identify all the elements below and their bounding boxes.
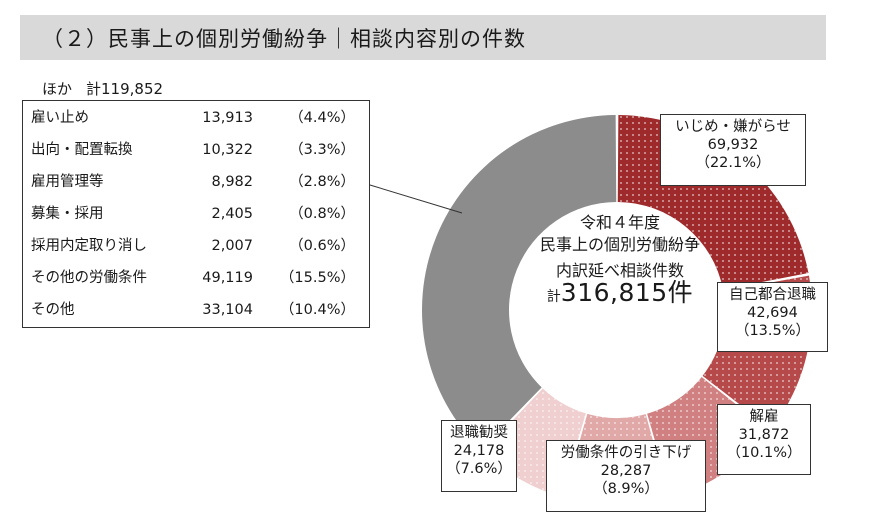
- slice-label: 労働条件の引き下げ 28,287 （8.9%）: [546, 440, 706, 512]
- slice-label-name: 労働条件の引き下げ: [560, 445, 692, 461]
- row-value: 33,104: [202, 302, 253, 318]
- table-row: 雇用管理等 8,982 （2.8%）: [23, 166, 369, 198]
- table-row: 出向・配置転換 10,322 （3.3%）: [23, 134, 369, 166]
- slice-label-name: いじめ・嫌がらせ: [675, 119, 791, 135]
- row-percent: （3.3%）: [289, 142, 355, 158]
- row-name: 雇い止め: [31, 110, 89, 126]
- slice-label-percent: （22.1%）: [695, 155, 771, 171]
- center-total-value: 316,815件: [560, 278, 694, 307]
- slice-label-value: 28,287: [600, 463, 652, 479]
- page-title-bar: （２）民事上の個別労働紛争｜相談内容別の件数: [20, 15, 826, 60]
- row-name: 雇用管理等: [31, 174, 104, 190]
- row-value: 2,007: [211, 238, 253, 254]
- row-percent: （0.8%）: [289, 206, 355, 222]
- page-title: （２）民事上の個別労働紛争｜相談内容別の件数: [42, 26, 526, 51]
- slice-label-value: 42,694: [747, 305, 798, 321]
- slice-label: 自己都合退職 42,694 （13.5%）: [717, 282, 828, 352]
- table-row: 採用内定取り消し 2,007 （0.6%）: [23, 230, 369, 262]
- row-percent: （4.4%）: [289, 110, 355, 126]
- slice-label-value: 31,872: [738, 427, 790, 443]
- row-value: 10,322: [202, 142, 253, 158]
- table-row: その他 33,104 （10.4%）: [23, 294, 369, 326]
- slice-label-percent: （8.9%）: [593, 481, 659, 497]
- row-value: 2,405: [211, 206, 253, 222]
- other-caption: ほか 計119,852: [42, 78, 163, 99]
- table-row: 募集・採用 2,405 （0.8%）: [23, 198, 369, 230]
- row-name: その他の労働条件: [31, 270, 147, 286]
- slice-label-percent: （7.6%）: [446, 461, 512, 477]
- table-row: 雇い止め 13,913 （4.4%）: [23, 102, 369, 134]
- center-subject: 民事上の個別労働紛争: [539, 235, 700, 254]
- center-total-prefix: 計: [546, 289, 561, 305]
- row-name: 出向・配置転換: [31, 142, 133, 158]
- row-percent: （15.5%）: [279, 270, 355, 286]
- row-percent: （0.6%）: [289, 238, 355, 254]
- slice-label-value: 69,932: [707, 137, 759, 153]
- center-year: 令和４年度: [579, 213, 660, 232]
- slice-label: 解雇 31,872 （10.1%）: [717, 404, 811, 475]
- other-caption-label: ほか: [42, 80, 73, 98]
- row-name: その他: [31, 302, 75, 318]
- center-total: 計316,815件: [520, 280, 720, 308]
- slice-label: 退職勧奨 24,178 （7.6%）: [441, 420, 517, 492]
- row-percent: （2.8%）: [289, 174, 355, 190]
- other-breakdown-table: 雇い止め 13,913 （4.4%） 出向・配置転換 10,322 （3.3%）…: [22, 100, 370, 328]
- leader-line: [369, 184, 463, 214]
- row-name: 採用内定取り消し: [31, 238, 147, 254]
- slice-label-percent: （13.5%）: [734, 323, 811, 339]
- donut-slice: [422, 115, 617, 450]
- slice-label-name: 自己都合退職: [729, 287, 816, 303]
- row-value: 13,913: [202, 110, 253, 126]
- slice-label: いじめ・嫌がらせ 69,932 （22.1%）: [660, 114, 806, 186]
- donut-center-label: 令和４年度 民事上の個別労働紛争 内訳延べ相談件数 計316,815件: [520, 212, 720, 308]
- row-name: 募集・採用: [31, 206, 104, 222]
- row-value: 49,119: [202, 270, 253, 286]
- row-percent: （10.4%）: [279, 302, 355, 318]
- slice-label-name: 解雇: [749, 409, 779, 425]
- slice-label-name: 退職勧奨: [450, 425, 508, 441]
- other-caption-total: 計119,852: [86, 80, 164, 98]
- table-row: その他の労働条件 49,119 （15.5%）: [23, 262, 369, 294]
- center-metric: 内訳延べ相談件数: [555, 261, 684, 280]
- slice-label-percent: （10.1%）: [726, 445, 802, 461]
- slice-label-value: 24,178: [453, 443, 505, 459]
- row-value: 8,982: [211, 174, 253, 190]
